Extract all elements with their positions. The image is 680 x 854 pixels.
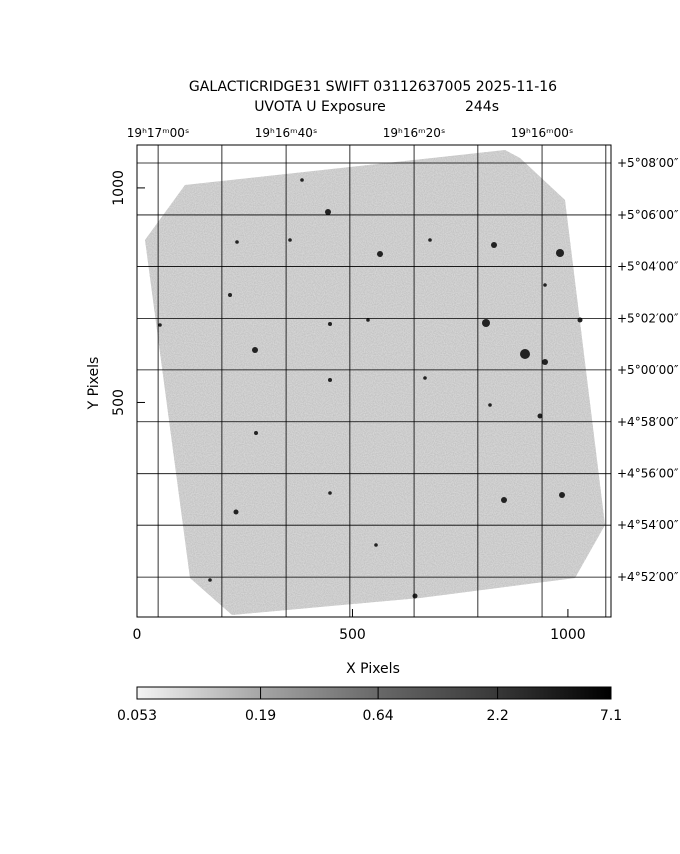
dec-tick-label: +5°02′00″ [617,311,679,325]
plot-frame [136,144,612,618]
colorbar-tick-label: 0.19 [245,708,276,724]
ra-tick-label: 19ʰ16ᵐ00ˢ [511,126,574,140]
stars [158,178,583,599]
colorbar-tick-label: 7.1 [600,708,622,724]
ra-tick-label: 19ʰ17ᵐ00ˢ [127,126,190,140]
x-tick-label: 500 [339,627,366,643]
x-axis-label: X Pixels [346,661,400,677]
colorbar-tick-label: 0.64 [363,708,394,724]
dec-tick-label: +4°54′00″ [617,518,679,532]
y-tick-label: 500 [111,389,127,416]
colorbar [136,686,612,700]
subtitle: UVOTA U Exposure [254,99,386,115]
dec-tick-label: +5°00′00″ [617,363,679,377]
title: GALACTICRIDGE31 SWIFT 03112637005 2025-1… [189,79,557,95]
dec-tick-label: +4°56′00″ [617,467,679,481]
y-axis-label: Y Pixels [86,357,102,411]
dec-tick-label: +5°08′00″ [617,156,679,170]
colorbar-tick-label: 2.2 [486,708,508,724]
dec-tick-label: +4°52′00″ [617,570,679,584]
image [145,150,605,615]
ra-tick-label: 19ʰ16ᵐ20ˢ [383,126,446,140]
x-tick-label: 1000 [550,627,586,643]
x-tick-label: 0 [133,627,142,643]
dec-tick-label: +4°58′00″ [617,415,679,429]
y-tick-label: 1000 [111,170,127,206]
colorbar-tick-label: 0.053 [117,708,157,724]
exposure: 244s [465,99,499,115]
dec-tick-label: +5°04′00″ [617,259,679,273]
ra-tick-label: 19ʰ16ᵐ40ˢ [255,126,318,140]
dec-tick-label: +5°06′00″ [617,208,679,222]
